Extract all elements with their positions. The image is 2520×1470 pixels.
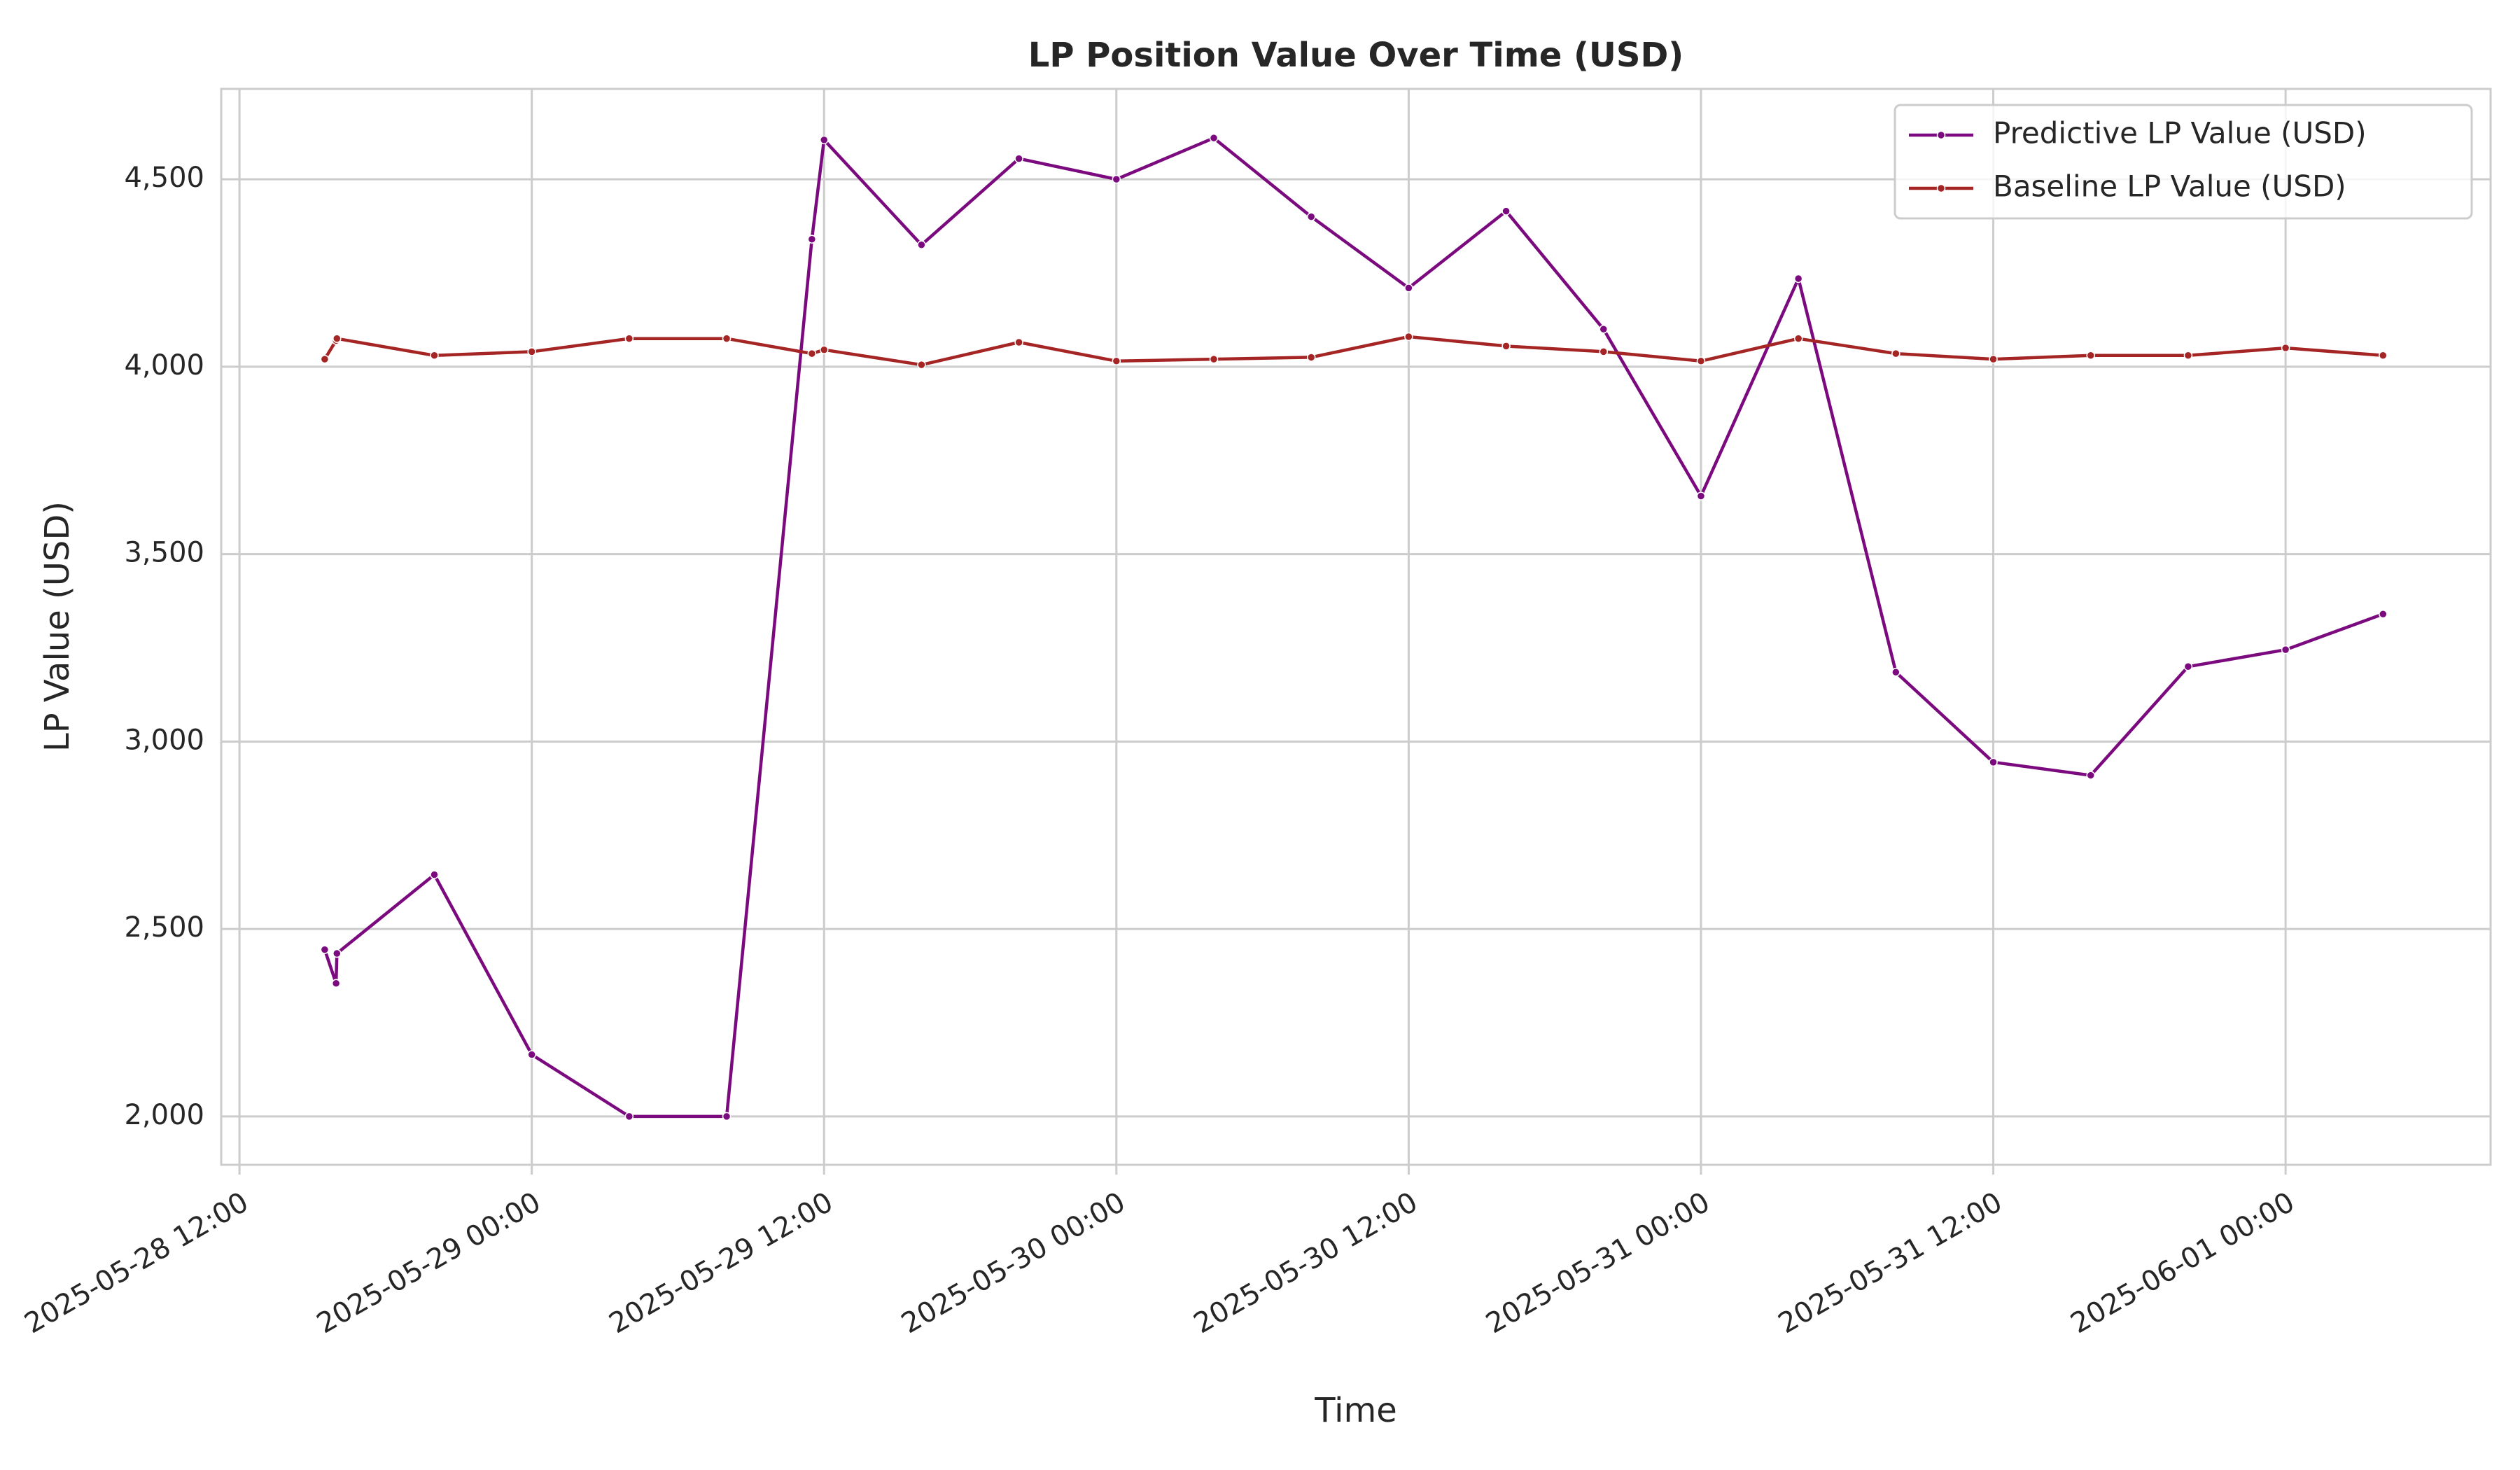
point [807,349,817,358]
point [1989,354,1998,364]
point [1502,206,1511,216]
point [819,135,829,145]
point [2183,662,2193,671]
point [527,347,536,356]
point [430,870,439,879]
point [917,360,926,370]
point [1112,356,1121,366]
point [2086,771,2095,780]
y-tick-label: 2,000 [124,1099,204,1131]
point [1404,332,1413,342]
point [1209,133,1219,143]
point [331,979,341,988]
legend-frame [1893,104,2473,220]
y-tick-label: 2,500 [124,911,204,944]
point [807,234,817,244]
point [2281,645,2290,654]
point [1112,174,1121,184]
point [1989,757,1998,767]
point [624,1112,634,1121]
point [1306,353,1316,362]
y-tick-label: 4,000 [124,349,204,382]
y-tick-label: 3,000 [124,724,204,756]
legend-marker [1936,130,1946,140]
point [332,948,342,958]
point [2281,343,2290,353]
point [2379,351,2388,360]
y-tick-label: 4,500 [124,162,204,194]
y-tick-label: 3,500 [124,537,204,569]
point [1696,356,1706,366]
point [2086,351,2095,360]
point [1891,349,1900,358]
point [1793,274,1803,284]
point [1696,491,1706,500]
chart-title: LP Position Value Over Time (USD) [1028,36,1684,75]
point [722,1112,732,1121]
point [1014,337,1023,347]
point [320,354,330,364]
point [1014,154,1023,163]
legend-label: Predictive LP Value (USD) [1993,116,2367,150]
point [320,945,330,954]
point [722,334,732,343]
point [332,334,342,343]
point [2379,610,2388,619]
point [1404,284,1413,293]
point [1209,354,1219,364]
x-axis-label: Time [1314,1391,1396,1430]
y-axis-label: LP Value (USD) [38,501,77,752]
point [1599,347,1609,356]
point [527,1050,536,1059]
point [1793,334,1803,343]
point [917,240,926,250]
point [1599,325,1609,334]
legend-marker [1936,183,1946,193]
point [624,334,634,343]
point [1891,668,1900,677]
legend-label: Baseline LP Value (USD) [1993,169,2346,204]
point [1502,342,1511,351]
point [1306,212,1316,221]
legend: Predictive LP Value (USD) Baseline LP Val… [1893,104,2473,220]
point [2183,351,2193,360]
point [819,345,829,354]
point [430,351,439,360]
plot-frame [220,88,2492,1166]
